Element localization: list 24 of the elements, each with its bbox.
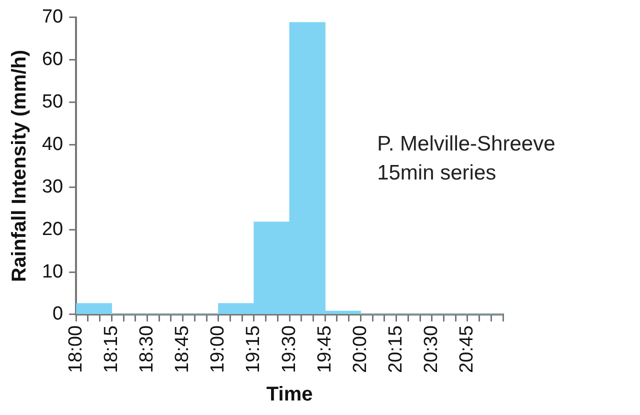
annotation: P. Melville-Shreeve bbox=[377, 132, 556, 156]
x-tick-label: 20:45 bbox=[456, 325, 478, 373]
x-tick-label: 20:00 bbox=[350, 325, 371, 373]
y-tick-label: 70 bbox=[42, 6, 64, 28]
x-tick-label: 19:45 bbox=[314, 325, 336, 373]
x-tick-label: 20:15 bbox=[386, 325, 407, 373]
y-tick-label: 50 bbox=[42, 92, 64, 113]
y-tick-label: 20 bbox=[42, 218, 64, 240]
y-tick-label: 40 bbox=[42, 134, 64, 155]
y-tick-label: 30 bbox=[42, 176, 64, 198]
x-tick-label: 19:00 bbox=[208, 325, 229, 373]
x-tick-label: 18:30 bbox=[136, 325, 158, 373]
x-axis-title: Time bbox=[266, 384, 313, 406]
x-tick-label: 19:30 bbox=[278, 325, 300, 373]
x-tick-label: 19:15 bbox=[243, 325, 264, 373]
x-tick-label: 18:15 bbox=[100, 325, 122, 373]
x-tick-label: 20:30 bbox=[421, 325, 442, 373]
annotation: 15min series bbox=[377, 162, 496, 185]
y-tick-label: 60 bbox=[42, 49, 64, 70]
x-tick-label: 18:00 bbox=[65, 325, 86, 373]
x-tick-label: 18:45 bbox=[172, 325, 194, 373]
y-axis-title: Rainfall Intensity (mm/h) bbox=[8, 50, 31, 282]
y-tick-label: 0 bbox=[52, 304, 64, 325]
y-tick-label: 10 bbox=[42, 261, 64, 282]
